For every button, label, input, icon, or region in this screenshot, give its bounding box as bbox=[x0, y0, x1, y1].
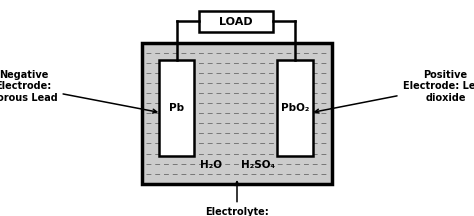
Bar bbox=[199, 11, 273, 32]
Text: PbO₂: PbO₂ bbox=[281, 103, 309, 113]
Bar bbox=[142, 43, 332, 184]
Text: Negative
Electrode:
Porous Lead: Negative Electrode: Porous Lead bbox=[0, 70, 157, 113]
Text: Positive
Electrode: Lead
dioxide: Positive Electrode: Lead dioxide bbox=[315, 70, 474, 113]
Bar bbox=[159, 60, 194, 156]
Text: LOAD: LOAD bbox=[219, 17, 253, 27]
Text: H₂O: H₂O bbox=[200, 160, 221, 170]
Text: H₂SO₄: H₂SO₄ bbox=[240, 160, 274, 170]
Text: Electrolyte:
Sulphuric acid 6
molar: Electrolyte: Sulphuric acid 6 molar bbox=[192, 182, 282, 216]
Text: Pb: Pb bbox=[169, 103, 184, 113]
Bar bbox=[277, 60, 313, 156]
